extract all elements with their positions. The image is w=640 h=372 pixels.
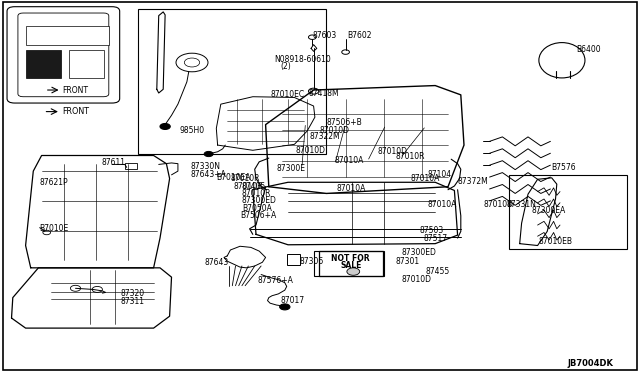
Text: 87300ED: 87300ED [402, 248, 436, 257]
Bar [138, 9, 326, 154]
Text: B7010EA: B7010EA [216, 173, 251, 182]
Text: 87330N: 87330N [191, 162, 221, 171]
Text: 87300EA: 87300EA [531, 206, 566, 215]
Circle shape [347, 268, 360, 275]
Text: 87010D: 87010D [378, 147, 408, 156]
Text: 87010A: 87010A [411, 174, 440, 183]
Text: 87010D: 87010D [402, 275, 432, 284]
Text: B6400: B6400 [576, 45, 600, 54]
Text: 87621P: 87621P [40, 178, 68, 187]
Text: 87506+B: 87506+B [326, 118, 362, 127]
Text: B7506+A: B7506+A [241, 211, 277, 220]
Text: NOT FOR: NOT FOR [332, 254, 370, 263]
Bar [287, 254, 300, 265]
Text: B7050A: B7050A [242, 204, 272, 213]
Bar [319, 251, 383, 276]
Text: 87300E: 87300E [276, 164, 305, 173]
Text: SALE: SALE [340, 262, 362, 270]
Text: 87311: 87311 [120, 297, 145, 306]
Text: 87017: 87017 [280, 296, 305, 305]
Text: 87010A: 87010A [334, 156, 364, 165]
Text: 87331N: 87331N [507, 200, 537, 209]
Text: 87322M: 87322M [310, 132, 340, 141]
Text: 87010R: 87010R [242, 189, 271, 198]
Text: 985H0: 985H0 [179, 126, 204, 135]
Text: 87320: 87320 [120, 289, 145, 298]
Circle shape [160, 124, 170, 129]
Text: 87405: 87405 [242, 182, 266, 191]
Bar [509, 175, 627, 249]
Text: 87372M: 87372M [458, 177, 488, 186]
Text: FRONT: FRONT [63, 107, 90, 116]
Text: 87603: 87603 [312, 31, 337, 40]
Text: 87300ED: 87300ED [242, 196, 276, 205]
Text: 87611: 87611 [101, 158, 125, 167]
Text: 87517: 87517 [424, 234, 448, 243]
Text: 87643+A: 87643+A [191, 170, 227, 179]
Text: 87455: 87455 [426, 267, 450, 276]
Text: 87010EC: 87010EC [270, 90, 304, 99]
Text: 87104: 87104 [428, 170, 452, 179]
Text: 87010D: 87010D [483, 200, 513, 209]
Bar [314, 251, 384, 276]
Text: 87306: 87306 [300, 257, 324, 266]
Bar [26, 50, 61, 78]
Text: 87418M: 87418M [308, 89, 339, 98]
Text: 87301: 87301 [396, 257, 420, 266]
Text: 87643: 87643 [205, 258, 229, 267]
Text: B7602: B7602 [348, 31, 372, 40]
Text: 87010EB: 87010EB [539, 237, 573, 246]
Bar [69, 50, 104, 78]
Text: 87010A: 87010A [428, 200, 457, 209]
Text: (2): (2) [280, 62, 291, 71]
Bar [125, 163, 137, 169]
Text: 87503: 87503 [420, 226, 444, 235]
Text: FRONT: FRONT [63, 86, 89, 94]
Text: N08918-60610: N08918-60610 [274, 55, 331, 64]
Text: 87576+A: 87576+A [257, 276, 293, 285]
Text: B7010E: B7010E [40, 224, 69, 233]
Text: JB7004DK: JB7004DK [567, 359, 613, 368]
Bar [26, 26, 109, 45]
Text: 87010D: 87010D [296, 146, 326, 155]
Text: 87010R: 87010R [234, 182, 263, 190]
Text: 87010D: 87010D [320, 126, 350, 135]
Circle shape [204, 151, 213, 157]
Circle shape [280, 304, 290, 310]
Text: B7576: B7576 [552, 163, 576, 172]
Text: 87010R: 87010R [396, 152, 425, 161]
Text: 87010R: 87010R [230, 174, 260, 183]
Text: 87010A: 87010A [337, 185, 366, 193]
